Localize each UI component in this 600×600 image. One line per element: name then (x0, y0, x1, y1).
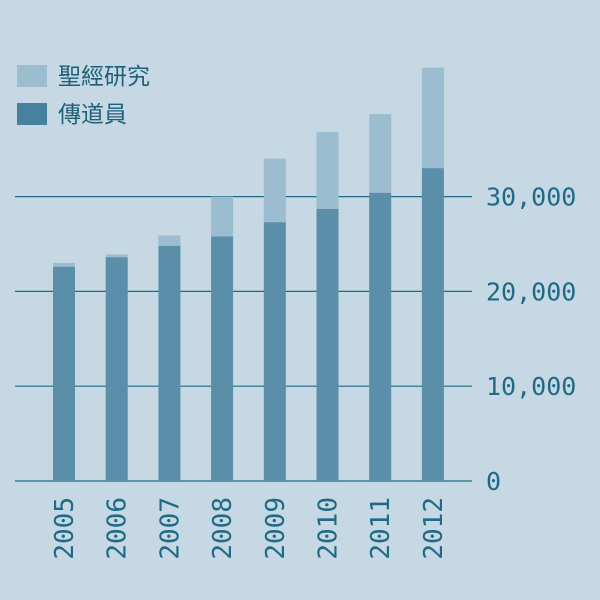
x-tick-label-2005: 2005 (50, 497, 80, 560)
bar-publishers-2005 (53, 266, 75, 481)
bar-bible-studies-2006 (105, 254, 128, 258)
x-tick-label-2009: 2009 (261, 497, 291, 560)
bar-publishers-2009 (263, 222, 286, 482)
y-tick-label-20000: 20,000 (486, 277, 576, 306)
bar-bible-studies-2007 (158, 235, 181, 246)
bar-bible-studies-2012 (421, 67, 444, 169)
x-tick-label-2012: 2012 (419, 497, 449, 560)
legend-label-bible-studies: 聖經研究 (58, 64, 150, 90)
x-tick-label-2008: 2008 (208, 497, 238, 560)
legend-swatch-publishers (17, 103, 47, 125)
bars (53, 67, 444, 482)
bar-bible-studies-2011 (369, 114, 392, 193)
y-axis-tick-labels: 0 10,000 20,000 30,000 (486, 183, 576, 496)
bar-publishers-2007 (158, 245, 181, 481)
gridlines (15, 196, 472, 482)
x-axis-tick-labels: 2005 2006 2007 2008 2009 2010 2011 2012 (50, 497, 449, 560)
bar-bible-studies-2008 (211, 196, 234, 237)
x-tick-label-2007: 2007 (155, 497, 185, 560)
x-tick-label-2006: 2006 (103, 497, 133, 560)
bar-publishers-2008 (211, 236, 234, 481)
bar-bible-studies-2005 (53, 262, 75, 267)
y-tick-label-30000: 30,000 (486, 183, 576, 212)
bar-publishers-2010 (316, 208, 339, 481)
x-tick-label-2011: 2011 (366, 497, 396, 560)
bar-publishers-2012 (421, 168, 444, 481)
y-tick-label-10000: 10,000 (486, 372, 576, 401)
bar-publishers-2011 (369, 192, 392, 482)
legend-swatch-bible-studies (17, 65, 47, 87)
bar-bible-studies-2010 (316, 132, 339, 209)
y-tick-label-0: 0 (486, 467, 501, 496)
bar-publishers-2006 (105, 257, 128, 481)
legend-label-publishers: 傳道員 (58, 102, 127, 128)
bar-bible-studies-2009 (263, 158, 286, 223)
x-tick-label-2010: 2010 (314, 497, 344, 560)
legend: 聖經研究 傳道員 (17, 64, 150, 128)
